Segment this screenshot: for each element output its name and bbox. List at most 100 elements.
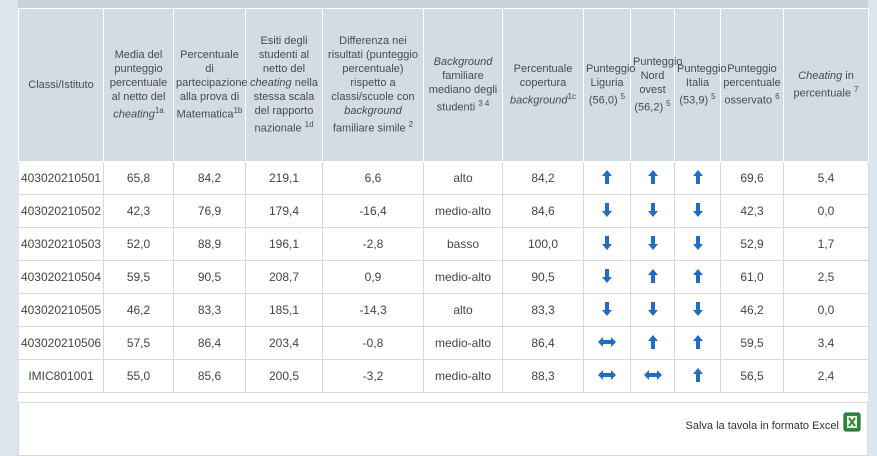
header-text: 7 — [854, 85, 859, 95]
header-text: Differenza nei risultati (punteggio perc… — [328, 35, 418, 104]
cell: 46,2 — [720, 293, 784, 327]
trend-cell — [630, 326, 675, 360]
row-label: IMIC801001 — [18, 359, 104, 393]
cell: 46,2 — [103, 293, 174, 327]
trend-cell — [674, 260, 721, 294]
trend-both — [598, 369, 616, 380]
trend-down — [647, 202, 658, 217]
header-text: 5 — [666, 99, 671, 109]
save-excel-link[interactable]: Salva la tavola in formato Excel — [685, 420, 839, 432]
cell: 86,4 — [173, 326, 246, 360]
header-text: Percentuale di partecipazione alla prova… — [176, 49, 248, 121]
cell: 83,3 — [502, 293, 584, 327]
header-text: Background — [433, 56, 493, 69]
cell: 185,1 — [245, 293, 323, 327]
cell: -16,4 — [322, 194, 424, 228]
cell: alto — [423, 293, 503, 327]
trend-down — [602, 301, 612, 316]
column-header: Punteggio Liguria (56,0) 5 — [583, 8, 636, 162]
cell: 56,5 — [720, 359, 784, 393]
header-text: in percentuale — [793, 70, 855, 100]
trend-down — [647, 235, 658, 250]
cell: 2,4 — [783, 359, 869, 393]
cell: 1,7 — [783, 227, 869, 261]
header-text: Classi/Istituto — [28, 79, 94, 91]
header-text: 1a — [154, 106, 164, 116]
header-text: background — [510, 94, 568, 107]
cell: 200,5 — [245, 359, 323, 393]
header-text: Cheating — [798, 70, 843, 83]
cell: 55,0 — [103, 359, 174, 393]
cell: 52,0 — [103, 227, 174, 261]
header-text: background — [344, 105, 402, 118]
top-bar — [18, 0, 868, 8]
header-text: Esiti degli studenti al netto del — [258, 35, 310, 76]
trend-up — [602, 169, 612, 184]
header-text: cheating — [250, 77, 292, 90]
column-header: Percentuale copertura background1c — [502, 8, 584, 162]
cell: 76,9 — [173, 194, 246, 228]
trend-cell — [630, 359, 675, 393]
trend-up — [647, 334, 658, 349]
header-text: Media del punteggio percentuale al netto… — [109, 49, 168, 104]
trend-cell — [630, 227, 675, 261]
row-label: 403020210504 — [18, 260, 104, 294]
row-label: 403020210503 — [18, 227, 104, 261]
cell: basso — [423, 227, 503, 261]
table-row: 403020210504 59,5 90,5 208,7 0,9 medio-alto 90… — [18, 260, 869, 294]
footer: Salva la tavola in formato Excel — [18, 402, 868, 456]
cell: 65,8 — [103, 161, 174, 195]
header-row: Classi/Istituto Media del punteggio perce… — [18, 8, 869, 162]
header-text: nella stessa scala del rapporto nazional… — [253, 77, 318, 135]
cell: 42,3 — [103, 194, 174, 228]
header-text: familiare simile — [332, 122, 409, 135]
column-header: Cheating in percentuale 7 — [783, 8, 869, 162]
cell: 88,3 — [502, 359, 584, 393]
table-row: 403020210505 46,2 83,3 185,1 -14,3 alto 83,3 46… — [18, 293, 869, 327]
cell: 208,7 — [245, 260, 323, 294]
cell: 84,2 — [173, 161, 246, 195]
trend-cell — [630, 161, 675, 195]
cell: 85,6 — [173, 359, 246, 393]
table-row: IMIC801001 55,0 85,6 200,5 -3,2 medio-alto 88,… — [18, 359, 869, 393]
trend-up — [692, 334, 703, 349]
header-text: Punteggio Liguria (56,0) — [586, 63, 636, 107]
trend-cell — [583, 293, 631, 327]
cell: medio-alto — [423, 260, 503, 294]
header-text: 1d — [304, 120, 314, 130]
trend-cell — [674, 227, 721, 261]
cell: 219,1 — [245, 161, 323, 195]
trend-cell — [583, 194, 631, 228]
header-text: 1b — [233, 106, 243, 116]
excel-icon[interactable] — [843, 412, 861, 432]
header-text: Punteggio Italia (53,9) — [677, 63, 727, 107]
cell: 0,0 — [783, 293, 869, 327]
results-table: Classi/Istituto Media del punteggio perce… — [18, 8, 869, 393]
cell: 2,5 — [783, 260, 869, 294]
trend-down — [692, 235, 703, 250]
header-text: 3 — [478, 99, 483, 109]
header-text: 6 — [775, 92, 780, 102]
trend-cell — [630, 293, 675, 327]
trend-down — [692, 202, 703, 217]
header-text: Punteggio percentuale osservato — [723, 63, 781, 107]
header-text: 4 — [482, 99, 490, 109]
table-row: 403020210506 57,5 86,4 203,4 -0,8 medio-alto 8… — [18, 326, 869, 360]
trend-down — [602, 202, 612, 217]
header-text: 5 — [620, 92, 626, 102]
cell: 5,4 — [783, 161, 869, 195]
column-header: Background familiare mediano degli stude… — [423, 8, 503, 162]
cell: 59,5 — [720, 326, 784, 360]
cell: 6,6 — [322, 161, 424, 195]
table-row: 403020210502 42,3 76,9 179,4 -16,4 medio-alto… — [18, 194, 869, 228]
trend-up — [647, 268, 658, 283]
trend-cell — [674, 326, 721, 360]
table-body: 403020210501 65,8 84,2 219,1 6,6 alto 84,2 69,6… — [18, 161, 869, 393]
trend-cell — [583, 359, 631, 393]
cell: alto — [423, 161, 503, 195]
cell: 42,3 — [720, 194, 784, 228]
cell: 179,4 — [245, 194, 323, 228]
trend-cell — [674, 359, 721, 393]
cell: 196,1 — [245, 227, 323, 261]
